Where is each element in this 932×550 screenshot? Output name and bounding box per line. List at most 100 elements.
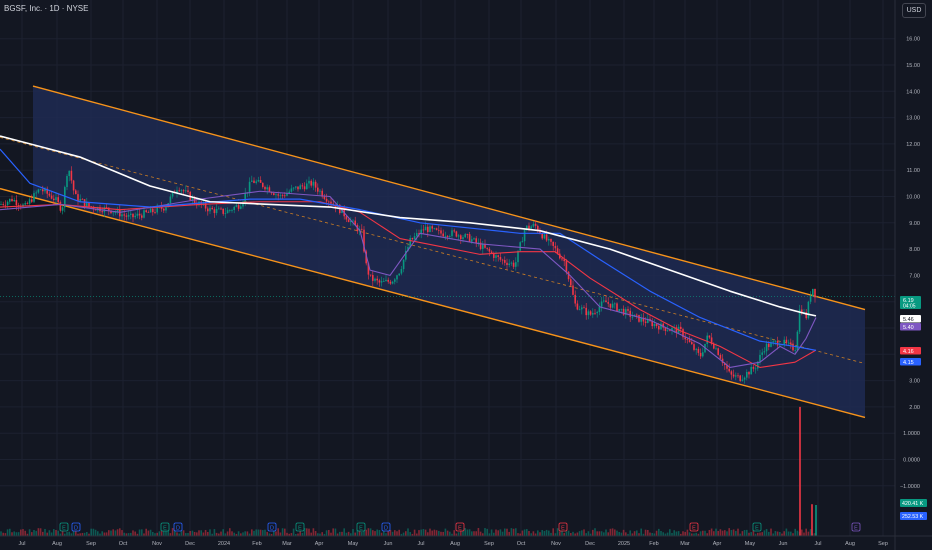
candle-body — [532, 223, 535, 227]
volume-bar — [317, 533, 319, 536]
volume-bar — [750, 532, 752, 536]
volume-bar — [378, 529, 381, 536]
volume-bar — [354, 532, 356, 536]
candle-body — [464, 234, 466, 238]
candle-body — [737, 375, 739, 377]
candle-body — [462, 237, 464, 240]
candle-body — [279, 195, 282, 196]
volume-bar — [0, 531, 2, 536]
candle-body — [477, 242, 480, 244]
volume-bar — [127, 533, 130, 536]
volume-bar — [479, 531, 482, 536]
volume-bar — [695, 532, 697, 536]
candle-body — [427, 226, 429, 233]
currency-button[interactable]: USD — [902, 3, 926, 18]
candle-body — [268, 187, 271, 193]
candle-body — [138, 213, 141, 216]
volume-bar — [526, 529, 528, 536]
volume-bar — [574, 533, 576, 536]
candle-body — [609, 303, 612, 308]
volume-bar — [387, 531, 389, 536]
y-axis-tick-label: 10.00 — [906, 195, 920, 201]
volume-bar — [629, 530, 631, 536]
volume-bar — [97, 531, 99, 536]
candle-body — [493, 253, 495, 258]
volume-bar — [68, 531, 70, 536]
ma-purple-line — [0, 190, 817, 369]
volume-bar — [279, 532, 282, 536]
candle-body — [97, 207, 99, 211]
volume-bar — [490, 529, 493, 536]
event-marker-icon — [71, 522, 81, 532]
candle-body — [812, 288, 814, 296]
volume-bar — [746, 529, 748, 536]
volume-bar — [242, 532, 244, 536]
candle-body — [717, 348, 719, 355]
volume-bar — [394, 530, 396, 536]
candle-body — [319, 190, 321, 192]
event-marker-icon — [356, 522, 366, 532]
volume-bar — [339, 531, 341, 536]
candle-body — [328, 201, 330, 203]
volume-bar — [627, 533, 629, 536]
candle-body — [372, 275, 374, 281]
volume-bar — [240, 533, 242, 536]
volume-bar — [46, 532, 48, 536]
candle-body — [264, 186, 266, 190]
volume-bar — [763, 530, 766, 536]
candle-body — [48, 193, 51, 196]
x-axis-tick-label: Sep — [484, 541, 494, 547]
volume-bar — [442, 531, 444, 536]
candle-body — [229, 210, 231, 211]
event-marker-letter: D — [270, 526, 274, 532]
candle-body — [209, 207, 211, 212]
candle-body — [352, 220, 354, 222]
volume-bar — [576, 532, 579, 536]
event-marker-letter: E — [755, 526, 759, 532]
volume-bar — [389, 529, 392, 536]
volume-bar — [198, 530, 200, 536]
volume-bar — [356, 528, 359, 536]
volume-bar — [119, 528, 121, 536]
x-axis-tick-label: Dec — [585, 541, 595, 547]
candle-body — [233, 206, 235, 211]
volume-bar — [402, 532, 405, 536]
candle-body — [134, 215, 136, 218]
candle-body — [541, 233, 543, 239]
candle-body — [618, 309, 620, 312]
volume-bar — [141, 529, 143, 536]
y-axis-tick-label: 16.00 — [906, 37, 920, 43]
candle-body — [442, 233, 444, 237]
volume-bar — [196, 532, 198, 536]
volume-bar — [618, 532, 620, 536]
volume-bar — [501, 531, 504, 536]
volume-bar — [530, 533, 532, 536]
candle-body — [306, 183, 308, 190]
volume-tag-badge — [900, 512, 927, 520]
candle-body — [429, 226, 431, 233]
candle-body — [748, 371, 750, 375]
volume-bar — [662, 532, 664, 536]
volume-bar — [658, 528, 660, 536]
volume-bar — [99, 533, 101, 536]
candle-body — [796, 331, 799, 351]
candle-body — [380, 281, 383, 283]
x-axis-tick-label: Mar — [680, 541, 690, 547]
candle-body — [411, 238, 414, 240]
candle-body — [31, 199, 33, 202]
volume-bar — [185, 533, 187, 536]
volume-bar — [319, 533, 321, 536]
candle-body — [761, 352, 763, 355]
volume-bar — [295, 533, 297, 536]
volume-bar — [257, 529, 260, 536]
candle-body — [165, 207, 167, 211]
volume-bar — [400, 533, 403, 536]
volume-bar — [482, 533, 484, 536]
candle-body — [369, 274, 372, 276]
volume-bar — [693, 533, 695, 536]
x-axis-tick-label: Apr — [713, 541, 722, 547]
candle-body — [759, 354, 761, 362]
x-axis-tick-label: Sep — [86, 541, 96, 547]
candle-body — [143, 210, 145, 218]
